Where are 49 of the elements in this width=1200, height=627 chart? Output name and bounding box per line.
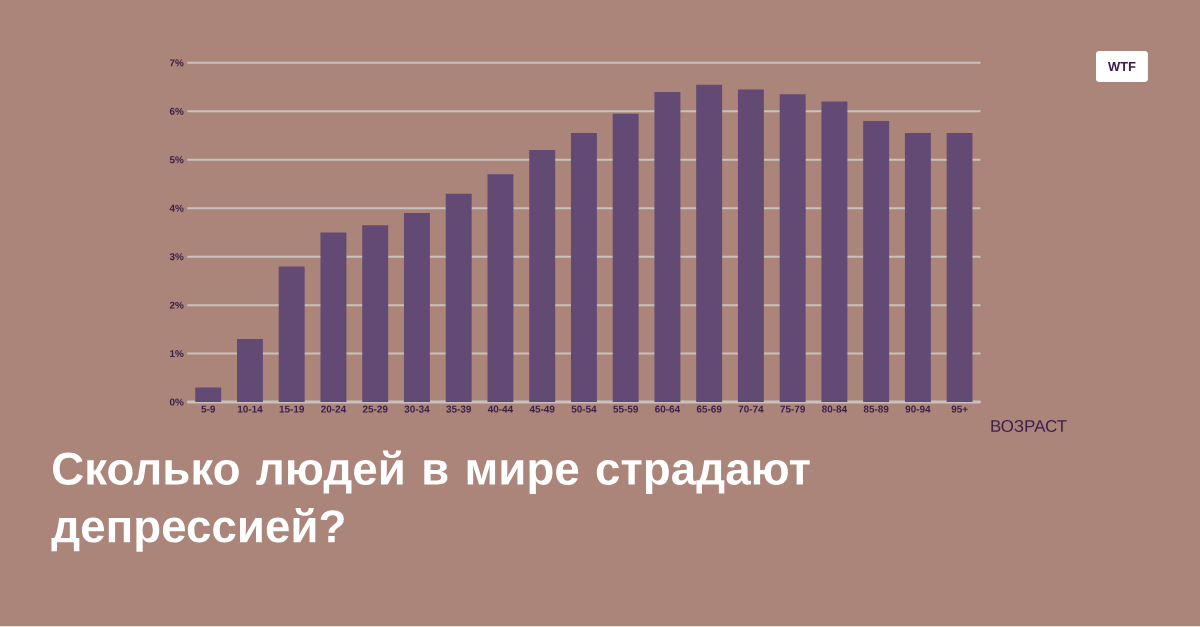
x-tick-label: 65-69 [696,405,722,413]
x-tick-label: 60-64 [655,405,681,413]
x-tick-label: 30-34 [404,405,430,413]
x-tick-label: 25-29 [362,405,388,413]
y-tick-label: 0% [169,398,184,406]
x-tick-label: 45-49 [529,405,555,413]
x-tick-label: 20-24 [321,405,347,413]
bar [654,92,681,403]
x-tick-label: 95+ [951,405,968,413]
text: Сколько людей в мире страдают депрессией? [51,450,810,552]
bar [696,84,723,403]
bar [445,193,472,403]
text: WTF [1107,62,1136,72]
bar [612,113,639,403]
x-tick-label: 85-89 [863,405,889,413]
y-tick-label: 7% [169,59,184,67]
bar [863,121,890,403]
bar [946,133,973,403]
x-axis-title: ВОЗРАСТ [991,420,1067,433]
x-tick-label: 5-9 [201,405,216,413]
x-tick-label: 35-39 [446,405,472,413]
bar [403,213,430,403]
y-tick-label: 3% [169,253,184,261]
bar [737,89,764,403]
y-tick-label: 4% [169,204,184,212]
y-tick-label: 6% [169,108,184,116]
x-tick-label: 80-84 [822,405,848,413]
bar [570,133,597,403]
x-tick-label: 70-74 [738,405,764,413]
bar [236,339,263,403]
bar [320,232,347,403]
x-tick-label: 10-14 [237,405,263,413]
x-tick-label: 40-44 [487,405,514,413]
y-tick-label: 5% [169,156,184,164]
bar [529,150,556,403]
bar [362,225,389,403]
bar [487,174,514,403]
bar [779,94,806,403]
x-tick-label: 15-19 [279,405,305,413]
x-tick-label: 55-59 [613,405,639,413]
bar [278,266,305,403]
y-tick-label: 1% [170,350,184,358]
bar [821,101,848,403]
bar [904,133,931,403]
bar [195,387,222,403]
x-tick-label: 90-94 [905,405,931,413]
y-tick-label: 2% [169,301,184,309]
x-tick-label: 50-54 [571,405,597,413]
x-tick-label: 75-79 [780,405,805,413]
